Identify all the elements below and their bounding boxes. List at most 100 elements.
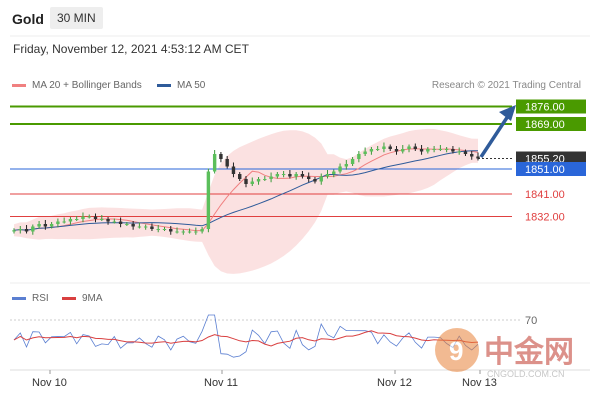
svg-text:9: 9 — [449, 336, 463, 366]
datetime-label: Friday, November 12, 2021 4:53:12 AM CET — [13, 42, 249, 56]
x-tick-label: Nov 12 — [377, 377, 412, 389]
candle — [118, 221, 123, 224]
candle — [388, 146, 392, 149]
candle — [457, 151, 461, 153]
level-label: 1832.00 — [525, 212, 565, 224]
9ma-swatch-icon — [62, 296, 76, 300]
candle — [319, 176, 323, 182]
candle — [131, 224, 135, 227]
candle — [62, 221, 66, 223]
rsi-swatch-icon — [12, 296, 26, 300]
candle — [470, 154, 474, 157]
candle — [24, 229, 29, 232]
candle — [250, 181, 254, 184]
candle — [263, 179, 267, 180]
candle — [49, 224, 54, 227]
rsi-line — [13, 314, 479, 358]
x-tick-label: Nov 10 — [32, 377, 67, 389]
candle — [407, 146, 411, 149]
candle — [269, 176, 273, 179]
candle — [275, 174, 280, 177]
candle — [137, 226, 142, 228]
candle — [31, 226, 35, 232]
candle — [413, 146, 417, 149]
candle — [332, 171, 336, 174]
ma50-swatch-icon — [157, 83, 171, 87]
candle — [18, 229, 22, 231]
legend-item-rsi: RSI — [12, 293, 49, 304]
candle — [238, 174, 242, 179]
candle — [313, 179, 317, 182]
candle — [394, 149, 399, 152]
level-badge — [516, 99, 586, 114]
candle — [375, 149, 380, 150]
candle — [156, 229, 160, 230]
level-badge — [516, 162, 586, 176]
candle — [444, 149, 449, 150]
candle — [181, 231, 185, 233]
candle — [100, 219, 104, 220]
instrument-title: Gold — [12, 11, 44, 27]
candle — [281, 174, 286, 175]
candle — [357, 154, 361, 159]
candle — [56, 221, 60, 224]
timeframe-badge[interactable]: 30 MIN — [50, 7, 103, 29]
rsi-9ma-line — [13, 330, 479, 347]
candle — [206, 171, 211, 229]
candle — [338, 166, 342, 172]
candle — [432, 149, 436, 150]
candle — [43, 224, 48, 227]
candle — [426, 149, 430, 152]
candle — [150, 226, 154, 229]
candle — [225, 159, 229, 167]
candle — [187, 231, 192, 233]
level-label: 1841.00 — [525, 189, 565, 201]
candle — [143, 226, 148, 228]
candle — [350, 159, 355, 164]
candle — [212, 154, 217, 172]
candle — [401, 149, 405, 152]
candle — [219, 154, 223, 159]
candle — [125, 224, 129, 225]
candle — [256, 179, 261, 182]
candle — [194, 231, 198, 233]
copyright: Research © 2021 Trading Central — [431, 80, 581, 91]
candle — [93, 216, 98, 219]
candle — [363, 151, 367, 154]
candle — [81, 216, 85, 219]
candle — [300, 174, 305, 177]
ma50-line — [13, 150, 479, 231]
x-tick-label: Nov 11 — [204, 377, 238, 389]
candle — [106, 219, 110, 222]
candle — [162, 229, 167, 230]
x-tick-label: Nov 13 — [462, 377, 497, 389]
candle — [325, 174, 330, 177]
bollinger-band — [14, 128, 478, 274]
candle — [75, 219, 79, 220]
svg-text:中金网: 中金网 — [484, 335, 574, 369]
watermark-text: CNGOLD.COM.CN — [487, 369, 565, 379]
candle — [463, 151, 468, 154]
candle — [451, 149, 455, 152]
candle — [369, 149, 374, 152]
legend-item-9ma: 9MA — [62, 293, 103, 304]
candle — [476, 156, 480, 159]
level-label: 1876.00 — [525, 102, 565, 114]
candle — [87, 216, 91, 218]
candle — [344, 164, 349, 167]
candle — [294, 174, 298, 177]
legend-item-ma50: MA 50 — [157, 80, 205, 91]
candle — [438, 149, 443, 150]
watermark-logo-icon: 9 中金网 CNGOLD.COM.CN — [435, 328, 574, 379]
candle — [169, 229, 173, 232]
candle — [288, 174, 292, 177]
candle — [175, 231, 179, 233]
candle — [244, 179, 248, 184]
candle — [112, 221, 117, 223]
level-label: 1851.00 — [525, 164, 565, 176]
candle — [12, 230, 16, 232]
rsi-level-label: 70 — [525, 315, 537, 327]
legend-item-ma20: MA 20 + Bollinger Bands — [12, 80, 142, 91]
